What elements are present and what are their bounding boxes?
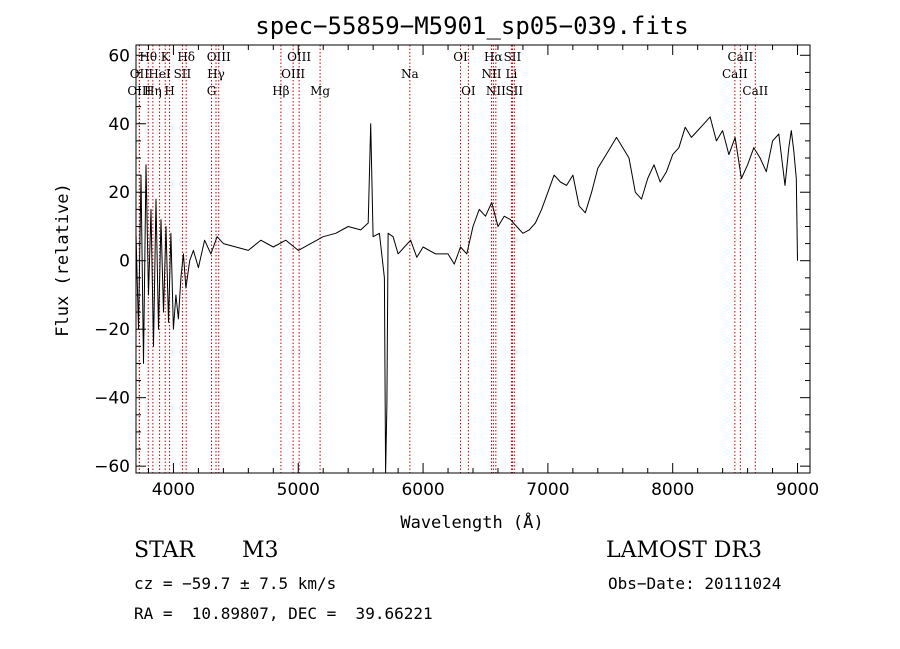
x-tick-label: 7000: [526, 480, 569, 500]
y-tick-label: 60: [108, 46, 130, 66]
line-marker-label: H: [164, 84, 174, 98]
y-tick-label: −40: [94, 389, 130, 409]
line-marker-label: Hβ: [272, 84, 289, 98]
line-marker-label: G: [207, 84, 217, 98]
line-marker-label: OIII: [207, 50, 231, 64]
x-tick-label: 9000: [776, 480, 819, 500]
line-marker-label: OII: [130, 67, 150, 81]
object-class: STAR: [134, 538, 195, 563]
x-tick-label: 5000: [277, 480, 320, 500]
line-marker-label: HeI: [148, 67, 171, 81]
line-marker-label: K: [161, 50, 171, 64]
line-marker-label: CaII: [727, 50, 753, 64]
survey-name: LAMOST DR3: [606, 538, 762, 563]
line-marker-label: Hα: [484, 50, 503, 64]
line-marker-label: OIII: [281, 67, 305, 81]
coordinates-readout: RA = 10.89807, DEC = 39.66221: [134, 604, 433, 623]
line-marker-label: OIII: [287, 50, 311, 64]
line-marker-label: NII: [481, 67, 501, 81]
y-tick-label: 0: [119, 252, 130, 272]
line-marker-label: CaII: [722, 67, 748, 81]
x-tick-label: 4000: [152, 480, 195, 500]
line-marker-label: SII: [505, 84, 523, 98]
line-marker-label: Hη: [144, 84, 162, 98]
chart-title: spec−55859−M5901_sp05−039.fits: [255, 12, 688, 40]
x-axis-ticks: 4000 5000 6000 7000 8000 9000: [147, 45, 819, 500]
y-tick-label: 20: [108, 183, 130, 203]
observation-date: Obs−Date: 20111024: [608, 574, 782, 593]
y-axis-label: Flux (relative): [53, 183, 73, 337]
line-marker-label: Hγ: [207, 67, 225, 81]
line-marker-label: OI: [453, 50, 468, 64]
y-axis-ticks: 60 40 20 0 −20 −40 −60: [94, 46, 810, 477]
line-markers: [138, 45, 756, 473]
y-tick-label: 40: [108, 115, 130, 135]
line-marker-label: OI: [461, 84, 476, 98]
line-marker-label: SII: [174, 67, 192, 81]
object-subclass: M3: [242, 538, 279, 563]
line-marker-label: Na: [401, 67, 419, 81]
line-marker-label: Hθ: [139, 50, 157, 64]
y-tick-label: −20: [94, 320, 130, 340]
x-tick-label: 8000: [651, 480, 694, 500]
line-marker-label: SII: [504, 50, 522, 64]
line-marker-label: Hδ: [177, 50, 195, 64]
line-marker-label: Mg: [310, 84, 330, 98]
y-tick-label: −60: [94, 457, 130, 477]
x-tick-label: 6000: [401, 480, 444, 500]
spectrum-line: [135, 116, 798, 474]
line-marker-label: CaII: [742, 84, 768, 98]
line-marker-label: NII: [486, 84, 506, 98]
series-group: [135, 116, 798, 474]
plot-frame: [135, 44, 811, 474]
line-marker-label: OIII: [127, 84, 151, 98]
redshift-readout: cz = −59.7 ± 7.5 km/s: [134, 574, 337, 593]
line-marker-label: Li: [506, 67, 518, 81]
x-axis-label: Wavelength (Å): [400, 511, 543, 533]
